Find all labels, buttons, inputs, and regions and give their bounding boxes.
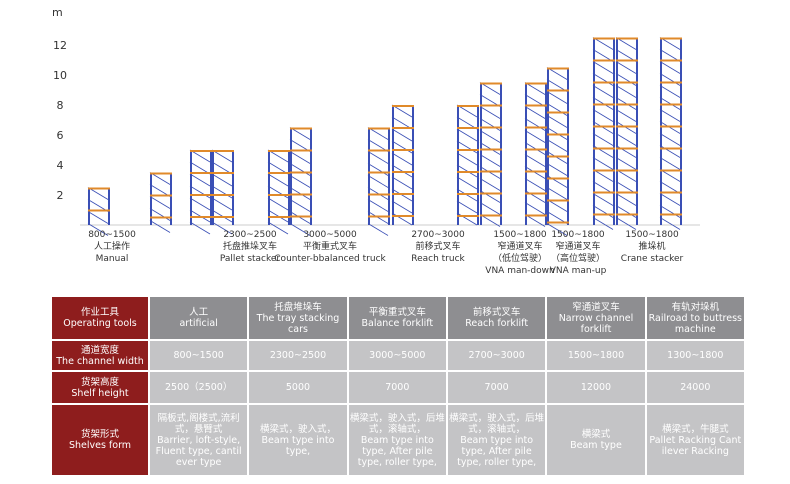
equipment-label: 1500~1800 窄通道叉车 （高位驾驶） VNA man-up <box>549 230 607 276</box>
table-cell: 24000 <box>644 370 747 405</box>
comparison-table: 作业工具 Operating tools 人工 artificial 托盘堆垛车 The … <box>50 295 747 477</box>
rack <box>289 127 312 236</box>
rack <box>615 37 638 230</box>
table-cell: 7000 <box>445 370 548 405</box>
axis-tick: 8 <box>57 99 64 112</box>
axis-tick: 2 <box>57 189 64 202</box>
table-cell: 人工 artificial <box>147 295 250 341</box>
rack <box>659 37 682 230</box>
table-cell: 5000 <box>247 370 349 405</box>
rack <box>592 37 615 230</box>
table-cell: 横梁式，驶入式，后堆式，滚轴式， Beam type into type, Aft… <box>346 403 448 477</box>
table-cell: 800~1500 <box>147 339 250 372</box>
table-cell: 窄通道叉车 Narrow channel forklift <box>545 295 647 341</box>
equipment-label: 1500~1800 推垛机 Crane stacker <box>620 230 684 264</box>
rack <box>149 172 172 233</box>
table-cell: 横梁式，牛腿式 Pallet Racking Cant ilever Rackin… <box>644 403 747 477</box>
table-row-channel: 通道宽度 The channel width 800~1500 2300~2500 30… <box>50 339 747 372</box>
row-header: 作业工具 Operating tools <box>50 295 150 341</box>
rack <box>524 82 547 227</box>
rack <box>367 127 390 236</box>
rack <box>479 82 502 227</box>
table-cell: 横梁式，驶入式， Beam type into type, <box>247 403 349 477</box>
row-header: 货架高度 Shelf height <box>50 370 150 405</box>
equipment-illustration: m 2 4 6 8 10 12 <box>52 6 700 236</box>
table-cell: 1500~1800 <box>545 339 647 372</box>
axis-tick: 12 <box>53 39 67 52</box>
table-row-form: 货架形式 Shelves form 隔板式,阁楼式,流利式，悬臂式 Barrier, … <box>50 403 747 477</box>
rack <box>189 149 212 235</box>
table-cell: 1300~1800 <box>644 339 747 372</box>
table-cell: 有轨对垛机 Railroad to buttress machine <box>644 295 747 341</box>
equipment-label: 3000~5000 平衡重式叉车 Counter-bbalanced truck <box>274 230 386 264</box>
rack <box>267 149 290 235</box>
table-row-tools: 作业工具 Operating tools 人工 artificial 托盘堆垛车 The … <box>50 295 747 341</box>
table-row-height: 货架高度 Shelf height 2500（2500） 5000 7000 7000 12… <box>50 370 747 405</box>
table-cell: 平衡重式叉车 Balance forklift <box>346 295 448 341</box>
equipment-label: 2700~3000 前移式叉车 Reach truck <box>411 230 465 264</box>
table-cell: 2300~2500 <box>247 339 349 372</box>
table-cell: 2700~3000 <box>445 339 548 372</box>
axis-unit: m <box>52 6 63 19</box>
table-cell: 横梁式 Beam type <box>545 403 647 477</box>
table-cell: 2500（2500） <box>147 370 250 405</box>
equipment-label: 800~1500 人工操作 Manual <box>88 230 136 264</box>
table-cell: 12000 <box>545 370 647 405</box>
rack <box>211 149 234 235</box>
table-cell: 托盘堆垛车 The tray stacking cars <box>247 295 349 341</box>
axis-tick: 4 <box>57 159 64 172</box>
rack <box>87 187 110 236</box>
rack <box>546 67 569 236</box>
row-header: 通道宽度 The channel width <box>50 339 150 372</box>
rack <box>391 104 414 226</box>
axis-tick: 10 <box>53 69 67 82</box>
row-header: 货架形式 Shelves form <box>50 403 150 477</box>
table-cell: 前移式叉车 Reach forklift <box>445 295 548 341</box>
equipment-label: 1500~1800 窄通道叉车 （低位驾驶） VNA man-down <box>485 230 555 276</box>
table-cell: 3000~5000 <box>346 339 448 372</box>
table-cell: 7000 <box>346 370 448 405</box>
table-cell: 横梁式，驶入式，后堆式，滚轴式， Beam type into type, Aft… <box>445 403 548 477</box>
rack <box>456 104 479 226</box>
equipment-label: 2300~2500 托盘推垛叉车 Pallet stacker <box>219 230 281 264</box>
axis-tick: 6 <box>57 129 64 142</box>
table-cell: 隔板式,阁楼式,流利式，悬臂式 Barrier, loft-style, Flue… <box>147 403 250 477</box>
